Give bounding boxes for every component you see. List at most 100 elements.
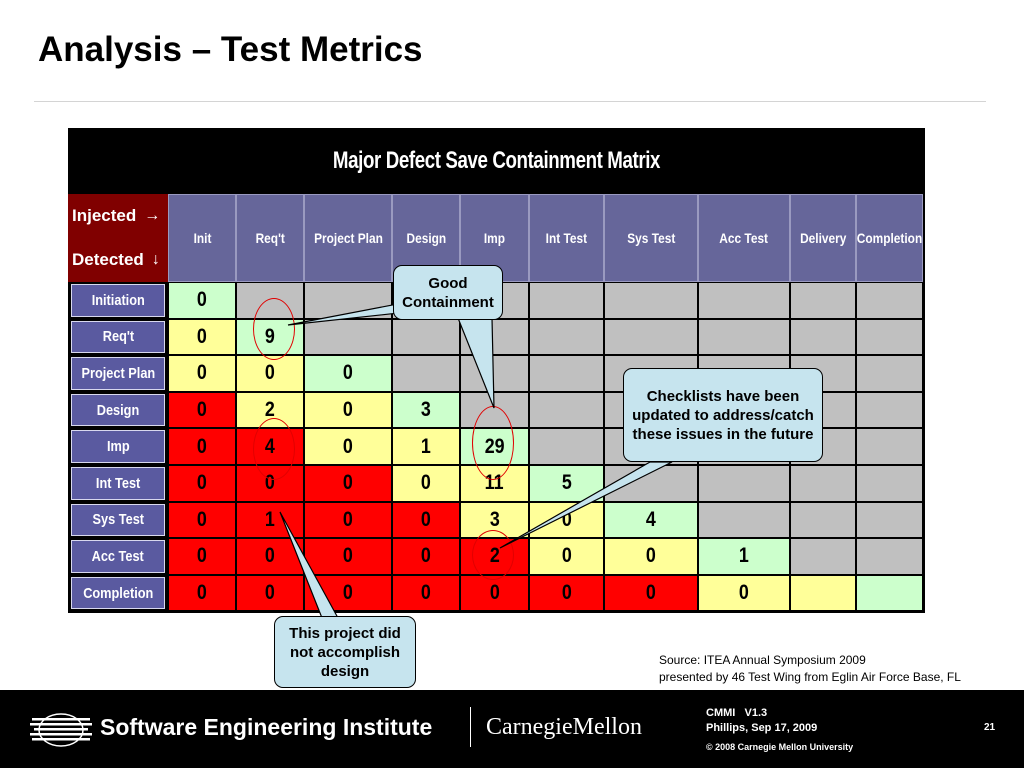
footer-meta-line-2: Phillips, Sep 17, 2009 bbox=[706, 722, 818, 734]
matrix-cell bbox=[604, 282, 698, 319]
row-header: Acc Test bbox=[71, 540, 165, 573]
matrix-cell-value: 0 bbox=[489, 581, 500, 605]
matrix-cell-value: 0 bbox=[343, 471, 353, 495]
matrix-cell-value: 0 bbox=[343, 507, 353, 531]
page-number: 21 bbox=[984, 722, 996, 733]
matrix-cell-value: 0 bbox=[265, 544, 275, 568]
row-header: Req't bbox=[71, 320, 165, 354]
column-header: Int Test bbox=[529, 194, 604, 282]
column-header: Acc Test bbox=[698, 194, 790, 282]
matrix-cell bbox=[529, 318, 604, 356]
column-header: Req't bbox=[236, 194, 304, 282]
matrix-cell bbox=[856, 391, 923, 429]
footer-divider bbox=[470, 707, 471, 747]
matrix-cell: 0 bbox=[304, 391, 392, 429]
column-header-label: Design bbox=[406, 230, 446, 246]
matrix-cell: 0 bbox=[168, 355, 236, 392]
matrix-cell bbox=[529, 428, 604, 465]
row-header-label: Imp bbox=[106, 438, 130, 456]
matrix-cell: 5 bbox=[529, 465, 604, 502]
matrix-cell: 1 bbox=[392, 428, 460, 465]
matrix-cell-value: 0 bbox=[343, 544, 353, 568]
good-containment-callout: Good Containment bbox=[393, 265, 503, 320]
matrix-cell bbox=[856, 318, 923, 356]
matrix-cell-value: 0 bbox=[561, 507, 572, 531]
matrix-cell bbox=[856, 465, 923, 502]
row-header-label: Design bbox=[96, 401, 140, 419]
right-arrow-icon: → bbox=[144, 207, 161, 224]
row-header-label: Req't bbox=[102, 328, 134, 346]
matrix-title: Major Defect Save Containment Matrix bbox=[332, 147, 661, 174]
matrix-cell-value: 0 bbox=[421, 544, 431, 568]
matrix-cell: 0 bbox=[304, 501, 392, 539]
matrix-cell: 0 bbox=[392, 501, 460, 539]
matrix-cell-value: 0 bbox=[197, 398, 207, 422]
matrix-cell-value: 0 bbox=[421, 507, 431, 531]
matrix-cell: 0 bbox=[392, 538, 460, 575]
matrix-cell: 0 bbox=[529, 538, 604, 575]
row-header-label: Completion bbox=[82, 584, 154, 602]
matrix-cell: 0 bbox=[236, 355, 304, 392]
row-header-label: Int Test bbox=[95, 474, 141, 492]
matrix-cell bbox=[856, 538, 923, 575]
matrix-cell: 0 bbox=[304, 538, 392, 575]
footer-bar: Software Engineering Institute CarnegieM… bbox=[0, 690, 1024, 768]
matrix-cell: 1 bbox=[236, 501, 304, 539]
matrix-cell: 0 bbox=[604, 574, 698, 612]
column-header-label: Project Plan bbox=[313, 230, 383, 246]
column-header: Completion bbox=[856, 194, 923, 282]
detected-label: Detected bbox=[72, 250, 144, 269]
matrix-cell bbox=[790, 465, 856, 502]
matrix-cell-value: 0 bbox=[197, 288, 207, 312]
matrix-cell-value: 5 bbox=[561, 471, 572, 495]
slide-title: Analysis – Test Metrics bbox=[38, 30, 423, 69]
row-header-label: Sys Test bbox=[92, 511, 144, 529]
title-divider bbox=[34, 101, 986, 102]
matrix-cell bbox=[790, 282, 856, 319]
matrix-cell: 0 bbox=[304, 355, 392, 392]
matrix-cell: 0 bbox=[392, 465, 460, 502]
matrix-cell: 0 bbox=[168, 282, 236, 319]
matrix-cell-value: 1 bbox=[421, 434, 431, 458]
matrix-cell: 0 bbox=[168, 538, 236, 575]
matrix-cell bbox=[460, 355, 529, 392]
matrix-cell-value: 0 bbox=[197, 471, 207, 495]
column-header-label: Sys Test bbox=[626, 230, 676, 246]
row-header-label: Initiation bbox=[91, 291, 145, 309]
matrix-cell: 0 bbox=[392, 574, 460, 612]
matrix-cell-value: 0 bbox=[197, 507, 207, 531]
matrix-cell-value: 0 bbox=[197, 434, 207, 458]
matrix-cell bbox=[856, 574, 923, 612]
injected-corner: Injected → bbox=[68, 194, 168, 238]
column-header-label: Int Test bbox=[545, 230, 588, 246]
row-header: Sys Test bbox=[71, 503, 165, 537]
sei-wordmark: Software Engineering Institute bbox=[100, 714, 433, 740]
design-callout: This project did not accomplish design bbox=[274, 616, 416, 688]
row-header-label: Project Plan bbox=[81, 364, 155, 382]
footer-copyright: © 2008 Carnegie Mellon University bbox=[706, 742, 854, 752]
column-header: Init bbox=[168, 194, 236, 282]
row-header: Imp bbox=[71, 430, 165, 463]
matrix-cell: 0 bbox=[168, 428, 236, 465]
matrix-cell bbox=[698, 465, 790, 502]
matrix-cell-value: 0 bbox=[646, 544, 656, 568]
matrix-cell: 0 bbox=[604, 538, 698, 575]
matrix-cell-value: 0 bbox=[197, 581, 207, 605]
matrix-cell: 3 bbox=[392, 391, 460, 429]
column-header-label: Delivery bbox=[799, 230, 847, 246]
column-header: Project Plan bbox=[304, 194, 392, 282]
matrix-cell: 0 bbox=[168, 391, 236, 429]
row-header: Int Test bbox=[71, 467, 165, 500]
matrix-cell-value: 0 bbox=[197, 544, 207, 568]
matrix-cell bbox=[790, 318, 856, 356]
matrix-cell bbox=[790, 501, 856, 539]
matrix-cell-value: 0 bbox=[421, 581, 431, 605]
matrix-cell bbox=[698, 501, 790, 539]
matrix-cell: 0 bbox=[168, 501, 236, 539]
column-header-label: Acc Test bbox=[719, 230, 769, 246]
source-line-2: presented by 46 Test Wing from Eglin Air… bbox=[659, 670, 961, 684]
matrix-cell-value: 0 bbox=[265, 471, 275, 495]
matrix-cell-value: 0 bbox=[561, 544, 572, 568]
highlight-circle-reqt-4 bbox=[253, 418, 295, 480]
